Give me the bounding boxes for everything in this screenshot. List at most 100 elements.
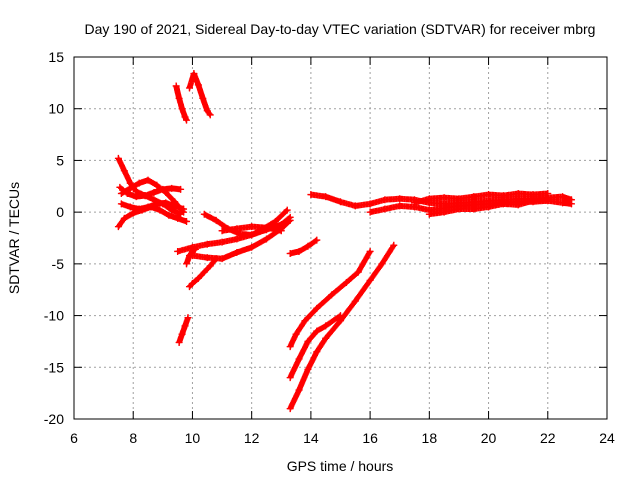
y-tick-label: -20 <box>44 411 64 427</box>
data-point <box>440 194 448 202</box>
data-point <box>153 200 161 208</box>
data-point <box>236 230 244 238</box>
data-point <box>183 260 191 268</box>
data-point <box>168 184 176 192</box>
data-point <box>396 195 404 203</box>
data-point <box>144 176 152 184</box>
data-point <box>248 243 256 251</box>
data-point <box>141 192 149 200</box>
data-point <box>218 227 226 235</box>
data-point <box>116 183 124 191</box>
y-axis-label: SDTVAR / TECUs <box>6 182 22 294</box>
series-arc-8 <box>175 314 192 346</box>
x-tick-label: 14 <box>303 430 319 446</box>
x-tick-label: 24 <box>599 430 615 446</box>
data-point <box>301 317 309 325</box>
data-point <box>162 199 170 207</box>
x-axis-label: GPS time / hours <box>287 458 394 474</box>
data-point <box>194 274 202 282</box>
series-arc-17 <box>286 247 374 351</box>
y-tick-label: -10 <box>44 308 64 324</box>
data-point <box>188 252 196 260</box>
x-tick-label: 22 <box>540 430 556 446</box>
data-point <box>304 365 312 373</box>
data-point <box>295 355 303 363</box>
data-point <box>114 223 122 231</box>
data-point <box>203 254 211 262</box>
data-point <box>162 188 170 196</box>
data-point <box>342 278 350 286</box>
data-point <box>313 327 321 335</box>
data-point <box>440 208 448 216</box>
y-tick-label: -15 <box>44 359 64 375</box>
y-tick-label: 10 <box>48 101 64 117</box>
data-point <box>307 191 315 199</box>
axis-ticks <box>73 56 608 420</box>
data-point <box>455 195 463 203</box>
data-point <box>175 94 183 102</box>
data-point <box>283 206 291 214</box>
data-point <box>425 210 433 218</box>
data-point <box>178 330 186 338</box>
data-point <box>292 330 300 338</box>
data-point <box>190 70 198 78</box>
data-point <box>286 405 294 413</box>
data-point <box>271 217 279 225</box>
series-arc-15 <box>286 236 321 258</box>
data-point <box>322 322 330 330</box>
data-point <box>567 200 575 208</box>
data-point <box>455 205 463 213</box>
data-point <box>304 337 312 345</box>
data-point <box>499 192 507 200</box>
series-arc-14 <box>218 223 285 235</box>
point-markers <box>287 312 344 381</box>
data-point <box>295 386 303 394</box>
data-point <box>262 235 270 243</box>
data-point <box>135 179 143 187</box>
data-point <box>313 304 321 312</box>
data-point <box>144 203 152 211</box>
data-point <box>184 314 192 322</box>
data-point <box>181 322 189 330</box>
data-point <box>172 82 180 90</box>
y-tick-label: 0 <box>56 204 64 220</box>
data-point <box>337 198 344 206</box>
data-point <box>514 201 522 209</box>
point-markers <box>176 314 191 346</box>
data-point <box>114 154 122 162</box>
data-point <box>165 211 173 219</box>
data-point <box>175 338 183 346</box>
data-point <box>351 297 359 305</box>
data-point <box>218 255 226 263</box>
series-arc-5 <box>117 199 188 213</box>
data-point <box>117 200 125 208</box>
data-point <box>286 216 294 224</box>
data-point <box>185 84 193 92</box>
data-point <box>499 200 507 208</box>
data-point <box>153 181 161 189</box>
data-point <box>233 235 241 243</box>
data-point <box>529 191 537 199</box>
data-point <box>470 193 478 201</box>
data-point <box>174 247 182 255</box>
data-point <box>381 196 389 204</box>
data-point <box>183 116 191 124</box>
data-point <box>559 193 567 201</box>
data-point <box>304 242 312 250</box>
data-point <box>177 185 185 193</box>
data-point <box>366 276 374 284</box>
data-point <box>203 107 211 115</box>
data-point <box>194 81 202 89</box>
data-point <box>233 225 241 233</box>
point-markers <box>287 242 397 412</box>
data-point <box>277 227 285 235</box>
series-arc-7 <box>185 70 214 119</box>
data-point <box>181 113 189 121</box>
plot-frame <box>73 56 608 420</box>
data-point <box>206 262 214 270</box>
data-point <box>322 193 330 201</box>
x-tick-label: 12 <box>244 430 260 446</box>
data-point <box>200 268 208 276</box>
data-point <box>313 348 321 356</box>
